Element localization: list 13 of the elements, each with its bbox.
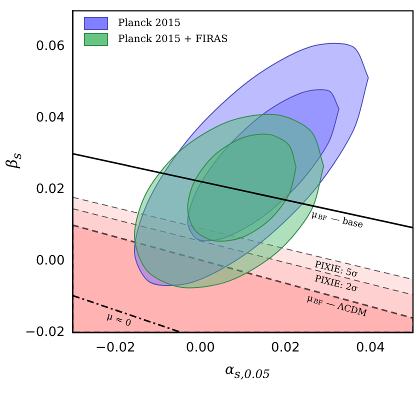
y-tick-label: 0.02 bbox=[36, 182, 65, 197]
y-tick-label: −0.02 bbox=[24, 324, 65, 340]
y-tick-label: 0.06 bbox=[36, 38, 65, 54]
legend-label: Planck 2015 bbox=[118, 18, 181, 29]
y-tick-label: 0.00 bbox=[36, 253, 65, 268]
x-tick-label: 0.00 bbox=[186, 340, 215, 356]
x-tick-label: 0.02 bbox=[270, 340, 300, 356]
x-tick-label: 0.04 bbox=[356, 340, 385, 356]
x-tick-label: −0.02 bbox=[95, 340, 136, 356]
legend-label: Planck 2015 + FIRAS bbox=[118, 34, 228, 45]
y-tick-label: 0.04 bbox=[36, 110, 65, 126]
x-axis-title: α$_{s,0.05}$ bbox=[224, 362, 272, 381]
text: μ ≈ 0 bbox=[105, 312, 132, 330]
